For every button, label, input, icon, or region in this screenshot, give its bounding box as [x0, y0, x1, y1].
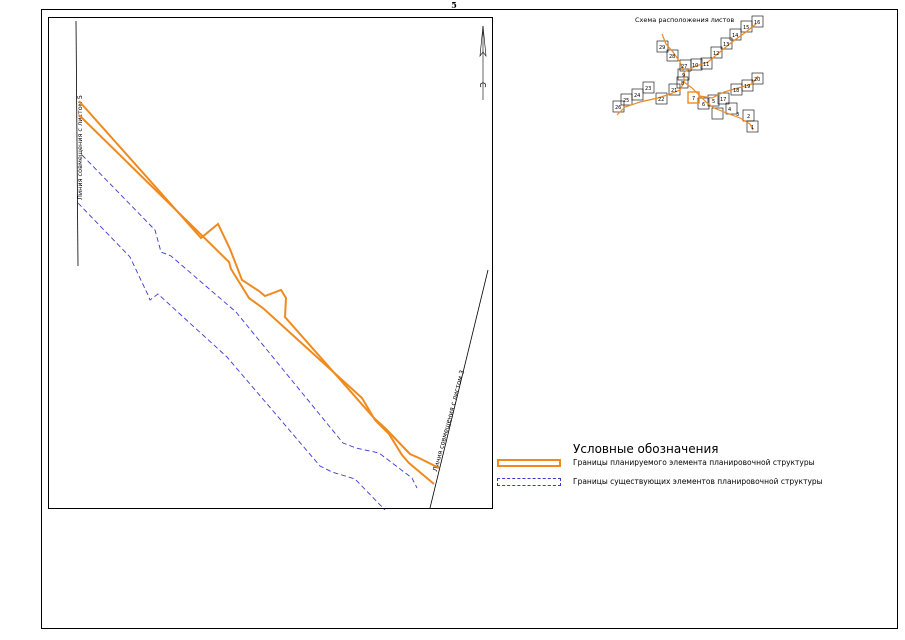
match-line-right-label: Линия совмещения с листом 3 [431, 369, 466, 472]
sheet-6: 6 [702, 102, 705, 108]
page-number: 5 [451, 0, 457, 10]
sheet-10: 10 [692, 63, 698, 69]
sheet-21: 21 [671, 88, 677, 94]
sheet-17: 17 [720, 97, 726, 103]
existing-boundary-lower [77, 202, 386, 511]
sheet-4: 4 [728, 107, 731, 113]
sheet-frame [41, 9, 898, 629]
match-line-left-label: Линия совмещения с листом 5 [76, 95, 84, 200]
sheet-16: 16 [754, 20, 760, 26]
sheet-1: 1 [751, 125, 754, 131]
sheet-18: 18 [733, 88, 739, 94]
legend-label-existing: Границы существующих элементов планирово… [573, 477, 823, 486]
planned-boundary-lower [78, 114, 435, 485]
sheet-key-route [616, 23, 759, 131]
sheet-23: 23 [645, 86, 651, 92]
north-arrow-icon [479, 25, 487, 100]
planned-boundary-upper [78, 100, 440, 469]
sheet-12: 12 [713, 51, 719, 57]
sheet-13: 13 [723, 42, 729, 48]
sheet-26: 26 [615, 105, 621, 111]
legend-swatch-blue [497, 478, 561, 486]
sheet-8: 8 [681, 81, 684, 87]
north-label: С [478, 82, 487, 88]
sheet-5: 5 [712, 99, 715, 105]
match-line-right [429, 269, 489, 509]
sheet-29: 29 [659, 45, 665, 51]
sheet-7: 7 [692, 96, 695, 102]
sheet-25: 25 [623, 98, 629, 104]
sheet-20: 20 [754, 77, 760, 83]
sheet-24: 24 [634, 93, 640, 99]
sheet-14: 14 [732, 33, 738, 39]
legend: Условные обозначения Границы планируемог… [496, 442, 896, 498]
match-line-left [75, 20, 79, 267]
sheet-9: 9 [682, 73, 685, 79]
sheet-key-grid [612, 15, 764, 133]
legend-item-existing: Границы существующих элементов планирово… [496, 477, 896, 491]
sheet-key-numbers: 16 15 14 13 12 11 10 27 28 29 9 8 21 22 … [615, 20, 760, 131]
sheet-22: 22 [658, 97, 664, 103]
legend-swatch-orange [497, 459, 561, 467]
sheet-28: 28 [669, 54, 675, 60]
existing-boundary-upper [81, 154, 418, 489]
legend-title: Условные обозначения [573, 442, 719, 456]
legend-item-planned: Границы планируемого элемента планировоч… [496, 458, 896, 472]
map-frame: Линия совмещения с листом 5 Линия совмещ… [48, 17, 493, 511]
sheet-key-title: Схема расположения листов [635, 16, 734, 24]
sheet-19: 19 [744, 84, 750, 90]
sheet-3: 3 [736, 112, 739, 118]
legend-label-planned: Границы планируемого элемента планировоч… [573, 458, 815, 467]
sheet-11: 11 [703, 62, 709, 68]
sheet-15: 15 [743, 25, 749, 31]
sheet-key: Схема расположения листов [612, 15, 764, 133]
sheet-2: 2 [747, 114, 750, 120]
sheet-27: 27 [681, 64, 687, 70]
map-canvas: Линия совмещения с листом 5 Линия совмещ… [75, 20, 489, 511]
